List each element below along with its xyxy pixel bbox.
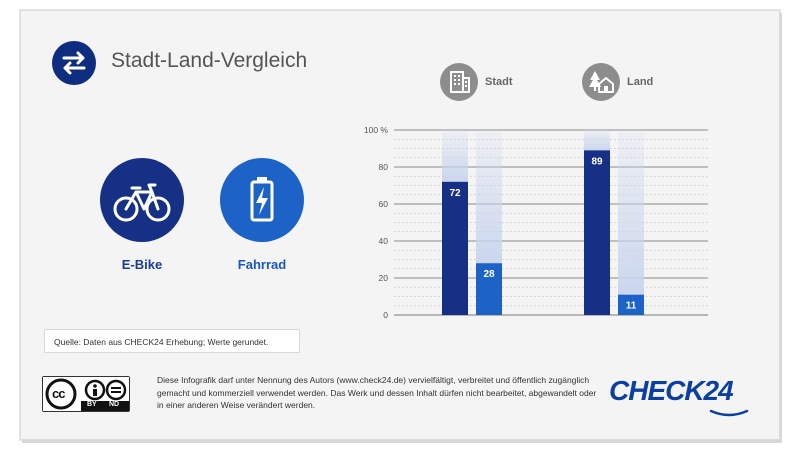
data-label: 89 [591, 156, 603, 167]
fahrrad-label: Fahrrad [237, 257, 287, 272]
cc-by-label: BY [87, 401, 97, 408]
bar [476, 263, 502, 315]
swap-arrows-icon [52, 41, 96, 85]
ebike-label: E-Bike [121, 257, 163, 272]
y-tick-label: 20 [379, 273, 389, 283]
bar-chart: 0 20 40 60 80 100 % 72 28 89 11 [364, 125, 708, 320]
cc-license-badge: cc BY ND [42, 376, 130, 412]
cc-nd-label: ND [109, 401, 120, 408]
infographic-card: Stadt-Land-Vergleich E-Bike Fahrrad Quel… [20, 10, 780, 440]
battery-charging-icon [220, 158, 304, 242]
data-label: 11 [626, 301, 637, 312]
bar [618, 294, 644, 315]
legend-land-label: Land [627, 76, 654, 88]
y-tick-label: 60 [379, 199, 389, 209]
bar-remainder [584, 130, 610, 151]
cc-text: cc [52, 386, 66, 401]
y-tick-label: 80 [379, 162, 389, 172]
data-label: 28 [483, 269, 495, 280]
source-note: Quelle: Daten aus CHECK24 Erhebung; Wert… [44, 329, 300, 353]
legend-stadt-label: Stadt [485, 76, 513, 88]
bar-remainder [442, 130, 468, 182]
page-title: Stadt-Land-Vergleich [111, 49, 308, 72]
bar [442, 181, 468, 315]
city-building-icon [440, 63, 478, 101]
license-text: Diese Infografik darf unter Nennung des … [157, 375, 597, 410]
check24-logo: CHECK24 [609, 375, 749, 417]
bar-remainder [476, 130, 502, 264]
countryside-house-icon [582, 63, 620, 101]
bar [584, 150, 610, 315]
bicycle-icon [100, 158, 184, 242]
y-tick-label: 100 % [364, 125, 389, 135]
y-tick-label: 40 [379, 236, 389, 246]
y-tick-label: 0 [383, 310, 388, 320]
bar-remainder [618, 130, 644, 295]
brand-text: CHECK24 [609, 375, 734, 406]
data-label: 72 [449, 188, 461, 199]
